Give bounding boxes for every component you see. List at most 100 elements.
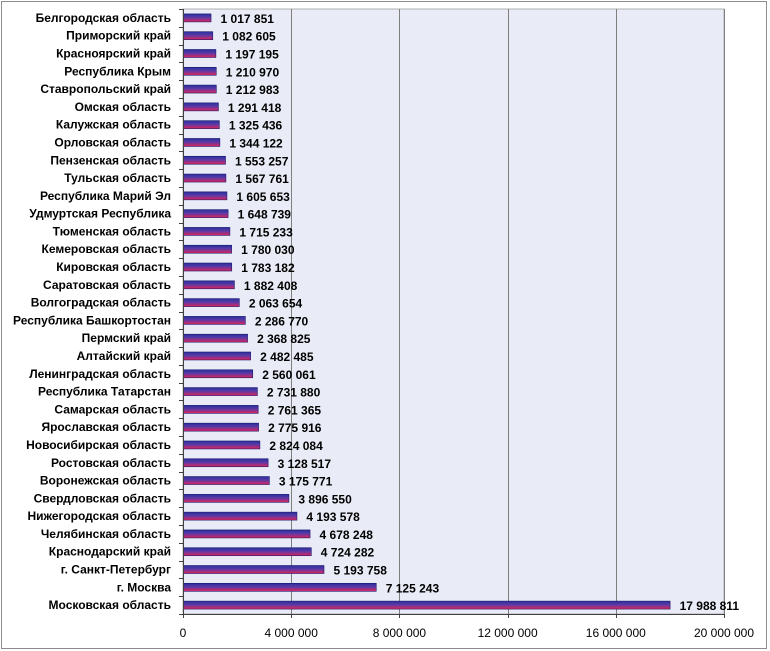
category-label: Нижегородская область <box>27 509 171 523</box>
category-label: Орловская область <box>54 135 171 149</box>
category-label: Алтайский край <box>77 349 171 363</box>
bar <box>183 369 254 379</box>
category-label: Приморский край <box>66 29 171 43</box>
data-label: 2 063 654 <box>249 297 303 311</box>
bar <box>183 458 269 468</box>
bar <box>183 583 377 592</box>
category-label: Челябинская область <box>41 527 171 541</box>
bar <box>183 191 228 201</box>
x-tick-label: 0 <box>180 626 187 640</box>
data-label: 1 212 983 <box>226 83 280 97</box>
data-label: 4 678 248 <box>320 528 374 542</box>
bar <box>183 600 671 610</box>
bar <box>183 138 221 147</box>
data-label: 1 780 030 <box>241 243 295 257</box>
data-label: 3 128 517 <box>278 457 332 471</box>
data-label: 2 761 365 <box>268 403 322 417</box>
x-tick-label: 12 000 000 <box>478 626 538 640</box>
data-label: 4 193 578 <box>306 510 360 524</box>
data-label: 1 553 257 <box>235 154 289 168</box>
data-label: 3 175 771 <box>279 475 333 489</box>
bar <box>183 31 214 40</box>
data-label: 2 482 485 <box>260 350 314 364</box>
data-label: 1 715 233 <box>239 225 293 239</box>
x-tick-label: 16 000 000 <box>586 626 646 640</box>
x-tick-label: 20 000 000 <box>694 626 754 640</box>
category-label: Калужская область <box>56 118 171 132</box>
bar <box>183 280 235 290</box>
category-label: Удмуртская Республика <box>29 207 171 221</box>
category-label: Новосибирская область <box>26 438 171 452</box>
bar <box>183 298 240 307</box>
category-label: Омская область <box>75 100 171 114</box>
data-label: 1 017 851 <box>221 12 275 26</box>
category-label: г. Санкт-Петербург <box>61 563 171 577</box>
bar <box>183 209 229 218</box>
data-label: 1 082 605 <box>222 30 276 44</box>
category-label: Тюменская область <box>53 224 171 238</box>
bar <box>183 84 217 94</box>
data-label: 3 896 550 <box>298 492 352 506</box>
bar <box>183 494 290 503</box>
value-labels: 1 017 851 1 082 605 1 197 195 1 210 970 1 21… <box>221 12 740 613</box>
category-label: г. Москва <box>117 580 172 594</box>
category-label: Свердловская область <box>34 491 171 505</box>
bar <box>183 565 325 574</box>
x-tick-label: 4 000 000 <box>265 626 319 640</box>
data-label: 2 368 825 <box>257 332 311 346</box>
bars <box>183 13 671 610</box>
category-label: Московская область <box>49 598 171 612</box>
bar <box>183 440 261 450</box>
data-label: 1 344 122 <box>229 136 283 150</box>
bar <box>183 316 246 325</box>
category-label: Волгоградская область <box>31 296 171 310</box>
data-label: 4 724 282 <box>321 546 375 560</box>
data-label: 1 567 761 <box>235 172 289 186</box>
data-label: 1 325 436 <box>229 119 283 133</box>
bar <box>183 227 231 236</box>
bar <box>183 351 251 361</box>
category-label: Красноярский край <box>56 46 171 60</box>
category-labels: Белгородская область Приморский край Красн… <box>13 11 171 612</box>
category-label: Пермский край <box>82 331 171 345</box>
category-label: Ленинградская область <box>29 367 171 381</box>
data-label: 2 286 770 <box>255 314 309 328</box>
bar <box>183 333 248 343</box>
data-label: 1 197 195 <box>225 47 279 61</box>
data-label: 2 731 880 <box>267 386 321 400</box>
x-tick-label: 8 000 000 <box>373 626 427 640</box>
data-label: 2 824 084 <box>269 439 323 453</box>
category-label: Самарская область <box>54 402 171 416</box>
data-label: 1 783 182 <box>241 261 295 275</box>
data-label: 1 882 408 <box>244 279 298 293</box>
data-label: 7 125 243 <box>386 581 440 595</box>
category-label: Кировская область <box>56 260 171 274</box>
category-label: Саратовская область <box>43 278 171 292</box>
bar <box>183 173 227 183</box>
category-label: Пензенская область <box>50 153 171 167</box>
axes <box>179 9 725 618</box>
bar <box>183 262 233 272</box>
category-label: Воронежская область <box>40 474 171 488</box>
data-label: 1 605 653 <box>236 190 290 204</box>
bar <box>183 155 226 165</box>
category-label: Тульская область <box>64 171 171 185</box>
x-tick-labels: 0 4 000 000 8 000 000 12 000 000 16 000 000 2… <box>180 626 755 640</box>
data-label: 1 648 739 <box>238 208 292 222</box>
data-label: 5 193 758 <box>333 564 387 578</box>
bar <box>183 120 220 129</box>
category-label: Ростовская область <box>51 456 171 470</box>
data-label: 1 291 418 <box>228 101 282 115</box>
category-label: Республика Марий Эл <box>40 189 171 203</box>
bar <box>183 387 258 396</box>
data-label: 2 775 916 <box>268 421 322 435</box>
category-label: Краснодарский край <box>49 545 171 559</box>
category-label: Республика Татарстан <box>38 385 171 399</box>
bar <box>183 244 232 254</box>
bar <box>183 422 259 432</box>
data-label: 1 210 970 <box>226 65 280 79</box>
bar <box>183 13 212 23</box>
category-label: Ставропольский край <box>40 82 171 96</box>
bar <box>183 49 217 58</box>
